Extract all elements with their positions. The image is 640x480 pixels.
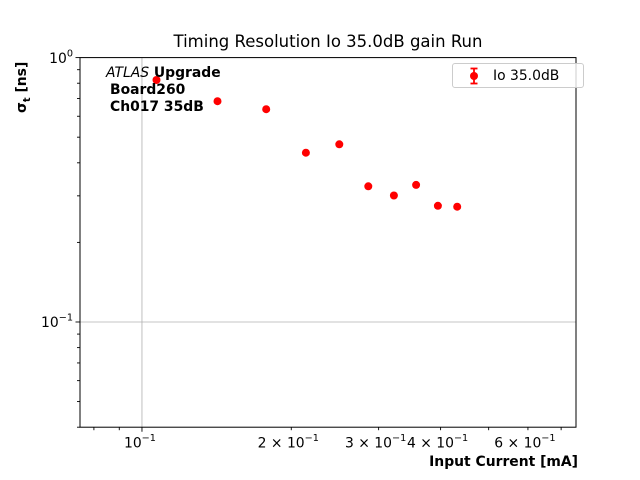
legend-box: Io 35.0dB bbox=[452, 63, 584, 88]
y-axis-label: σt [ns] bbox=[14, 62, 33, 113]
chart-title: Timing Resolution Io 35.0dB gain Run bbox=[173, 32, 483, 51]
x-tick-label: 2 × 10−1 bbox=[258, 433, 319, 452]
experiment-name: ATLAS bbox=[106, 65, 150, 81]
data-point bbox=[364, 182, 373, 191]
y-label-subscript: t bbox=[21, 97, 33, 103]
data-point bbox=[335, 140, 344, 149]
data-point bbox=[301, 148, 310, 157]
data-point bbox=[433, 201, 442, 210]
y-label-units: [ns] bbox=[14, 61, 30, 98]
x-tick-label: 6 × 10−1 bbox=[494, 433, 555, 452]
x-tick-label: 3 × 10−1 bbox=[345, 433, 406, 452]
data-point bbox=[152, 76, 161, 84]
legend-label: Io 35.0dB bbox=[493, 67, 560, 84]
annotation-board: Board260 bbox=[110, 82, 186, 98]
y-label-symbol: σ bbox=[14, 102, 30, 113]
x-tick-label: 10−1 bbox=[124, 433, 156, 452]
data-point bbox=[453, 202, 462, 211]
y-tick-label: 100 bbox=[49, 48, 73, 67]
x-tick-label: 4 × 10−1 bbox=[407, 433, 468, 452]
annotation-line-1: ATLAS Upgrade bbox=[106, 65, 221, 82]
data-point bbox=[412, 180, 421, 189]
program-name: Upgrade bbox=[149, 65, 221, 81]
data-point bbox=[389, 191, 398, 200]
x-axis-label: Input Current [mA] bbox=[429, 454, 578, 470]
annotation-channel: Ch017 35dB bbox=[110, 99, 204, 115]
data-point bbox=[213, 97, 222, 106]
data-point bbox=[262, 105, 271, 114]
y-tick-label: 10−1 bbox=[41, 313, 73, 332]
legend-errorbar-marker-icon bbox=[470, 67, 478, 84]
annotation-block: ATLAS Upgrade Board260 Ch017 35dB bbox=[106, 65, 221, 116]
